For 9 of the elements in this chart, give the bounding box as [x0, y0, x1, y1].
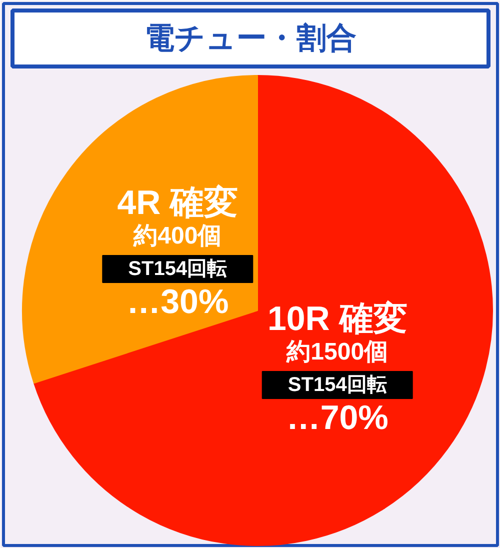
chart-title: 電チュー・割合	[144, 22, 356, 55]
slice-label: 10R 確変	[267, 300, 408, 338]
text: 約400個	[134, 222, 222, 250]
slice-label: 4R 確変	[117, 184, 238, 222]
text: 約1500個	[286, 338, 388, 366]
text: ST154回転	[128, 258, 228, 280]
data-label: …30%	[126, 282, 229, 321]
data-label: …70%	[286, 399, 388, 438]
text: ST154回転	[288, 374, 387, 396]
